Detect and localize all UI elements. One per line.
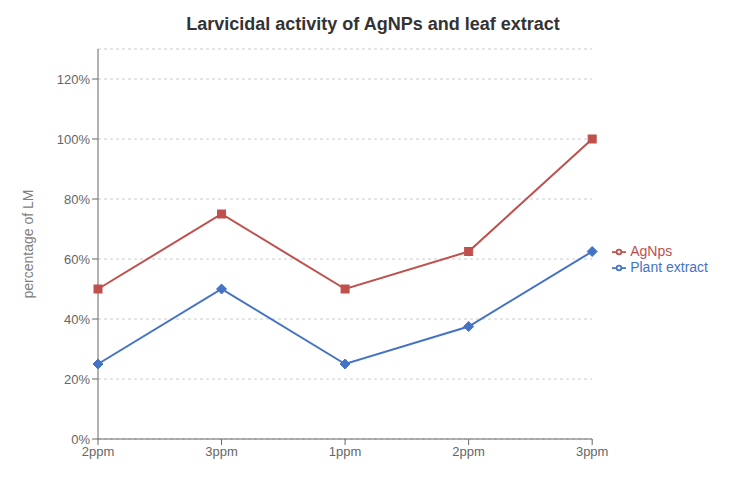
html-text:AgNps: AgNps bbox=[630, 242, 673, 259]
svg-text:2ppm: 2ppm bbox=[81, 444, 115, 460]
svg-text:20%: 20% bbox=[64, 372, 90, 387]
svg-text:100%: 100% bbox=[57, 132, 91, 147]
svg-text:120%: 120% bbox=[57, 72, 91, 87]
html-text:Plant extract: Plant extract bbox=[630, 259, 708, 275]
svg-text:40%: 40% bbox=[64, 312, 90, 327]
svg-text:60%: 60% bbox=[64, 252, 90, 267]
svg-text:2ppm: 2ppm bbox=[452, 444, 485, 459]
svg-text:3ppm: 3ppm bbox=[576, 444, 609, 459]
svg-text:0%: 0% bbox=[71, 432, 90, 447]
html-text:Larvicidal activity of AgNPs a: Larvicidal activity of AgNPs and leaf ex… bbox=[186, 14, 560, 34]
svg-text:80%: 80% bbox=[64, 192, 90, 207]
svg-text:3ppm: 3ppm bbox=[205, 444, 238, 459]
svg-text:1ppm: 1ppm bbox=[329, 444, 362, 459]
svg-text:percentage of LM: percentage of LM bbox=[20, 190, 36, 299]
